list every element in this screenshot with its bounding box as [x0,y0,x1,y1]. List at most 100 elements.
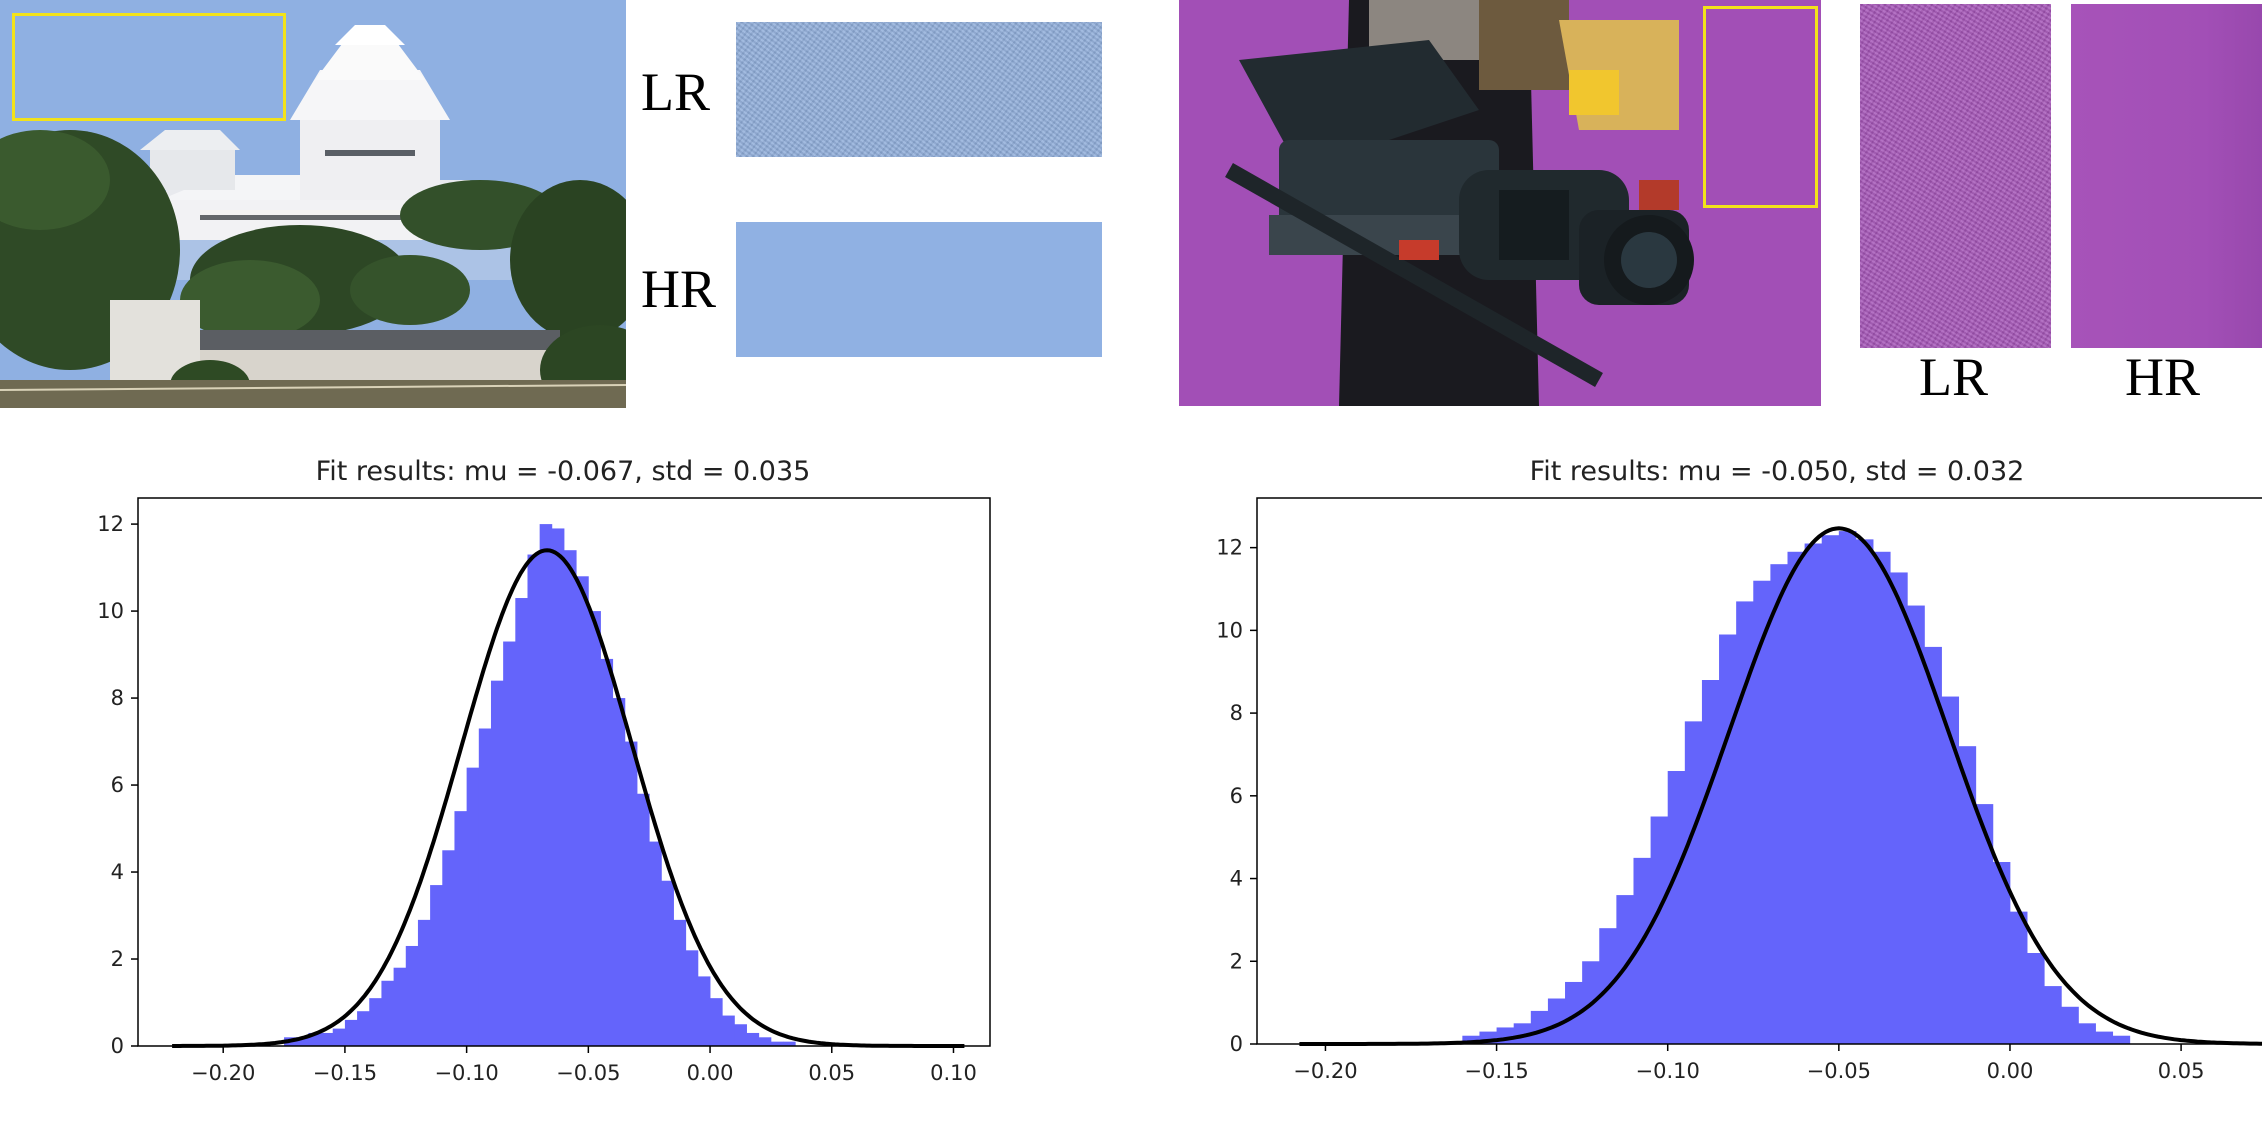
hr-purple-crop [2071,4,2262,348]
y-tick-label: 8 [1230,701,1243,725]
y-tick-label: 10 [97,599,124,623]
histogram-bar [503,641,516,1046]
y-tick-label: 12 [97,512,124,536]
chart-title: Fit results: mu = -0.050, std = 0.032 [1530,456,2025,487]
histogram-bar [332,1028,346,1046]
histogram-bar [478,728,492,1046]
histogram-bar [417,919,431,1046]
x-tick-label: −0.10 [1636,1059,1700,1083]
histogram-bar [1958,746,1977,1044]
histogram-bar [612,698,626,1046]
lr-purple-crop [1860,4,2051,348]
histogram-bar [746,1032,760,1046]
y-tick-label: 6 [1230,784,1243,808]
x-tick-label: −0.20 [1293,1059,1357,1083]
x-tick-label: −0.10 [434,1061,498,1085]
histogram-bar [466,767,480,1046]
histogram-bar [2095,1031,2114,1044]
histogram-bar [770,1041,784,1046]
histogram-bar [1667,771,1686,1044]
histogram-bar [697,976,711,1046]
histogram-bar [637,793,650,1046]
fit-curve [1299,526,2262,1046]
histogram-bar [1941,696,1960,1044]
chart-title: Fit results: mu = -0.067, std = 0.035 [316,456,811,487]
camera-photo [1179,0,1821,406]
histogram-bar [564,550,577,1046]
y-tick-label: 4 [1230,867,1243,891]
histogram-bar [1736,601,1754,1044]
histogram-plot: Fit results: mu = -0.067, std = 0.035 −0… [97,456,991,1085]
y-tick-label: 0 [1230,1032,1243,1056]
histogram-bar [576,576,589,1046]
histogram-bar [1684,721,1703,1044]
histogram-bar [710,998,723,1046]
histogram-bar [1787,551,1806,1044]
histogram-bar [2061,1006,2079,1044]
lr-label: LR [1919,347,1989,407]
histogram-bar [320,1032,334,1046]
histogram-bar [2027,953,2045,1044]
histogram-bar [1855,539,1874,1044]
histogram-bar [1650,816,1669,1044]
histogram-bar [1821,535,1840,1044]
y-tick-label: 2 [111,947,124,971]
y-tick-label: 12 [1216,536,1243,560]
lr-sky-crop [736,22,1102,157]
histogram-bar [393,967,407,1046]
histogram-bar [600,658,614,1046]
histogram-bar [1890,572,1908,1044]
histogram-bar [624,741,638,1046]
histogram-bar [1838,531,1857,1044]
x-tick-label: −0.05 [556,1061,620,1085]
histogram-bar [296,1037,309,1046]
histogram-plot: Fit results: mu = -0.050, std = 0.032 −0… [1216,456,2262,1083]
histogram-bar [527,554,541,1046]
y-tick-label: 0 [111,1034,124,1058]
histogram-bar [1770,564,1788,1044]
histogram-bar [783,1041,796,1046]
camera-photo-art [1179,0,1821,406]
y-tick-label: 8 [111,686,124,710]
histogram-bar [758,1037,772,1046]
histogram-bar [1462,1035,1480,1044]
histogram-bar [1975,804,1994,1044]
x-tick-label: 0.10 [930,1061,977,1085]
lr-label: LR [641,62,711,122]
histogram-bar [1753,580,1771,1044]
x-tick-label: −0.20 [191,1061,255,1085]
plot-frame [137,497,991,1047]
histogram-bar [430,885,443,1046]
fit-curve [172,548,965,1048]
histogram-bar [1719,634,1737,1044]
x-tick-label: 0.05 [2158,1059,2205,1083]
histogram-bar [1924,646,1942,1044]
plot-frame [1256,497,2262,1045]
x-tick-label: 0.05 [808,1061,855,1085]
histogram-bar [1907,605,1925,1044]
histogram-bar [2044,986,2062,1044]
histogram-bar [1804,543,1823,1044]
highlight-box [12,13,286,121]
histogram-bar [734,1024,747,1046]
histogram-bar [515,598,528,1046]
histogram-bar [344,1019,358,1046]
hr-label: HR [641,259,717,319]
hr-label: HR [2125,347,2201,407]
y-tick-label: 6 [111,773,124,797]
histogram-bar [1530,1010,1549,1044]
histogram-bar [539,524,553,1046]
histogram-bar [649,841,662,1046]
histogram-bar [2009,911,2028,1044]
histogram-bar [490,680,504,1046]
histogram-bar [381,980,394,1046]
histogram-bar [454,811,468,1046]
y-tick-label: 4 [111,860,124,884]
histogram-bar [1873,551,1891,1044]
histogram-bar [685,950,699,1046]
histogram-bar [442,850,455,1046]
histogram-bar [1701,680,1720,1044]
highlight-box [1703,6,1818,208]
x-tick-label: −0.15 [313,1061,377,1085]
castle-photo-art [0,0,626,408]
